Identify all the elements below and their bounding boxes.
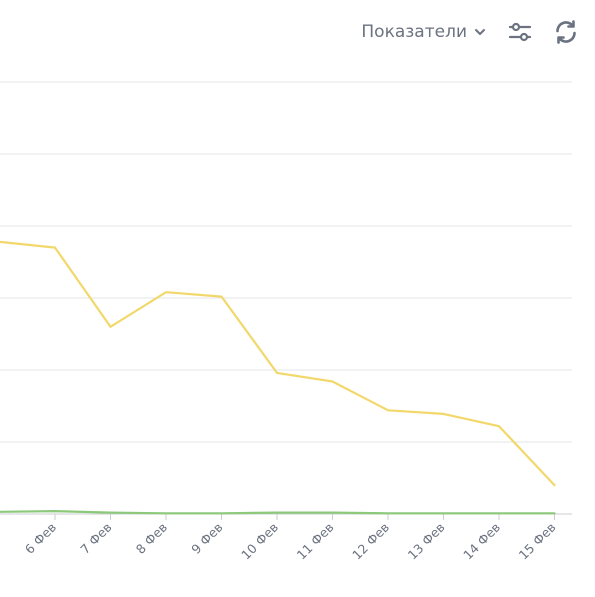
x-tick-label: 10 Фев (238, 520, 281, 563)
x-tick-label: 15 Фев (516, 520, 559, 563)
x-tick-label: 12 Фев (349, 520, 392, 563)
x-tick-labels: 5 Фев 6 Фев 7 Фев 8 Фев 9 Фев 10 Фев 11 Фев 12 … (0, 520, 559, 563)
chevron-down-icon (475, 29, 485, 35)
sliders-icon[interactable] (507, 19, 533, 45)
chart-toolbar: Показатели (361, 16, 579, 48)
grid-lines (0, 81, 572, 443)
metrics-dropdown[interactable]: Показатели (361, 22, 487, 42)
x-tick-label: 6 Фев (22, 520, 59, 557)
series-line (0, 510, 556, 515)
x-tick-label: 14 Фев (460, 520, 503, 563)
x-tick-label: 8 Фев (133, 520, 170, 557)
x-tick-label: 5 Фев (0, 520, 4, 557)
metrics-dropdown-label: Показатели (361, 22, 467, 42)
x-tick-label: 11 Фев (294, 520, 337, 563)
x-tick-label: 9 Фев (188, 520, 225, 557)
x-tick-label: 13 Фев (405, 520, 448, 563)
refresh-icon[interactable] (553, 19, 579, 45)
series-lines (0, 240, 556, 515)
x-tick-label: 7 Фев (77, 520, 114, 557)
x-axis (0, 513, 572, 520)
series-line (0, 240, 556, 487)
